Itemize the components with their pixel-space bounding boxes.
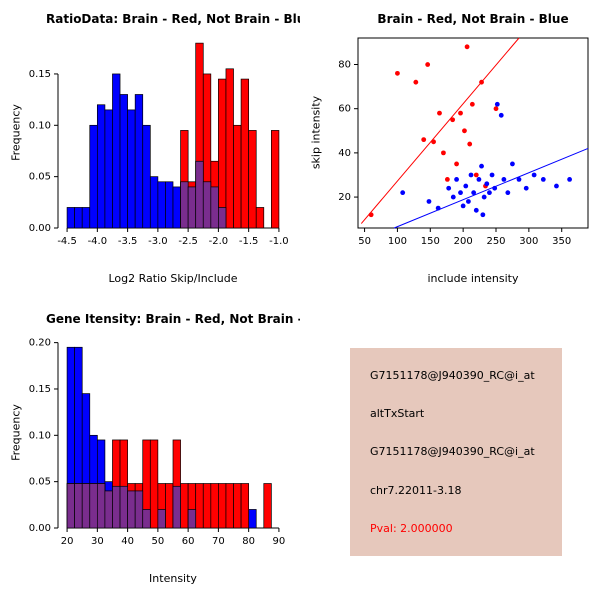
svg-text:40: 40: [338, 148, 351, 159]
gene-intensity-histogram-ylabel: Frequency: [9, 404, 23, 461]
svg-text:50: 50: [152, 536, 165, 547]
svg-text:0.15: 0.15: [29, 69, 51, 80]
panel-gene-info: G7151178@J940390_RC@i_at altTxStart G715…: [300, 300, 600, 600]
svg-text:-1.0: -1.0: [269, 236, 289, 247]
svg-text:-2.0: -2.0: [209, 236, 229, 247]
svg-text:70: 70: [212, 536, 225, 547]
ratio-histogram-title: RatioData: Brain - Red, Not Brain - Blue: [46, 12, 300, 26]
intensity-scatter-plot: 50 100 150 200 250 300 350 20 40 60 80: [338, 37, 589, 247]
event-type-line: altTxStart: [370, 407, 425, 421]
intensity-scatter-title: Brain - Red, Not Brain - Blue: [377, 12, 569, 26]
svg-text:350: 350: [552, 236, 571, 247]
panel-gene-intensity-histogram: Gene Itensity: Brain - Red, Not Brain - …: [0, 300, 301, 600]
svg-text:60: 60: [182, 536, 195, 547]
ratio-histogram-xlabel: Log2 Ratio Skip/Include: [108, 272, 238, 285]
gene-intensity-histogram-xlabel: Intensity: [149, 572, 197, 585]
svg-text:-3.0: -3.0: [148, 236, 168, 247]
svg-text:60: 60: [338, 104, 351, 115]
svg-text:0.00: 0.00: [29, 223, 51, 234]
svg-text:-4.0: -4.0: [88, 236, 108, 247]
svg-text:50: 50: [358, 236, 371, 247]
svg-text:-3.5: -3.5: [118, 236, 138, 247]
pval-line: Pval: 2.000000: [370, 522, 453, 536]
probe-id-line-2: G7151178@J940390_RC@i_at: [370, 445, 535, 459]
svg-text:0.05: 0.05: [29, 172, 51, 183]
svg-text:-2.5: -2.5: [178, 236, 198, 247]
svg-text:300: 300: [519, 236, 538, 247]
svg-text:-1.5: -1.5: [239, 236, 259, 247]
svg-text:80: 80: [338, 60, 351, 71]
svg-text:0.05: 0.05: [29, 477, 51, 488]
ratio-histogram-plot: -4.5 -4.0 -3.5 -3.0 -2.5 -2.0 -1.5 -1.0 0.00 0.05…: [29, 42, 289, 247]
gene-intensity-histogram-plot: 20 30 40 50 60 70 80 90 0.00 0.05 0.10 0.15 0.20: [29, 338, 286, 547]
svg-text:100: 100: [388, 236, 407, 247]
ratio-histogram-ylabel: Frequency: [9, 104, 23, 161]
svg-text:40: 40: [121, 536, 134, 547]
probe-id-line: G7151178@J940390_RC@i_at: [370, 368, 535, 382]
svg-text:90: 90: [273, 536, 286, 547]
svg-text:150: 150: [421, 236, 440, 247]
intensity-scatter-ylabel: skip intensity: [309, 95, 323, 170]
svg-text:20: 20: [61, 536, 74, 547]
intensity-scatter-xlabel: include intensity: [427, 272, 519, 285]
svg-text:0.00: 0.00: [29, 523, 51, 534]
svg-text:0.10: 0.10: [29, 430, 51, 441]
location-line: chr7.22011-3.18: [370, 483, 462, 497]
svg-text:80: 80: [242, 536, 255, 547]
panel-intensity-scatter: Brain - Red, Not Brain - Blue 50 100 150 20…: [300, 0, 600, 300]
gene-intensity-histogram-title: Gene Itensity: Brain - Red, Not Brain - …: [46, 312, 300, 326]
info-box: G7151178@J940390_RC@i_at altTxStart G715…: [350, 348, 562, 556]
svg-text:200: 200: [454, 236, 473, 247]
svg-text:20: 20: [338, 192, 351, 203]
svg-text:0.10: 0.10: [29, 120, 51, 131]
svg-text:0.20: 0.20: [29, 338, 51, 349]
panel-ratio-histogram: RatioData: Brain - Red, Not Brain - Blue…: [0, 0, 301, 300]
svg-text:0.15: 0.15: [29, 384, 51, 395]
svg-text:-4.5: -4.5: [57, 236, 77, 247]
svg-text:30: 30: [91, 536, 104, 547]
svg-text:250: 250: [486, 236, 505, 247]
